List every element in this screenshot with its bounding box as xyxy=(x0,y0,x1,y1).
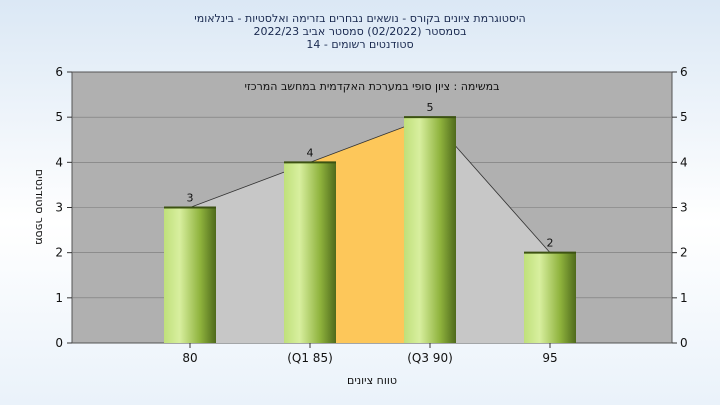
x-axis-ticks: 80 (Q1 85) (Q3 90) 95 xyxy=(182,343,558,365)
y-tick-label: 1 xyxy=(55,291,63,305)
data-label: 3 xyxy=(187,192,194,205)
data-label: 4 xyxy=(307,146,314,159)
chart-title-line-2: בסמסטר (02/2022) סמסטר אביב 2022/23 xyxy=(253,25,466,38)
y-tick-label: 4 xyxy=(55,155,63,169)
x-tick-label: (Q1 85) xyxy=(287,351,333,365)
y-tick-label: 6 xyxy=(680,65,688,79)
area-interquartile xyxy=(310,117,430,344)
y-axis-left-ticks: 0 1 2 3 4 5 6 xyxy=(55,65,72,350)
y-tick-label: 3 xyxy=(55,201,63,215)
y-tick-label: 0 xyxy=(680,336,688,350)
data-label: 2 xyxy=(547,237,554,250)
distribution-area xyxy=(189,116,551,344)
x-axis-label: טווח ציונים xyxy=(347,374,397,387)
y-tick-label: 4 xyxy=(680,155,688,169)
y-tick-label: 0 xyxy=(55,336,63,350)
area-outline xyxy=(189,116,551,253)
bar xyxy=(284,162,336,343)
chart-annotation: במשימה : ציון סופי במערכת האקדמית במחשב … xyxy=(245,80,500,93)
y-axis-right-ticks: 0 1 2 3 4 5 6 xyxy=(672,65,688,350)
bar xyxy=(164,207,216,343)
y-tick-label: 5 xyxy=(680,110,688,124)
x-tick-label: 80 xyxy=(182,351,197,365)
bar xyxy=(524,252,576,343)
chart-title: היסטוגרמת ציונים בקורס - נושאים נבחרים ב… xyxy=(194,12,525,51)
chart-title-line-1: היסטוגרמת ציונים בקורס - נושאים נבחרים ב… xyxy=(194,12,525,25)
data-labels: 3 4 5 2 xyxy=(187,101,554,250)
y-tick-label: 6 xyxy=(55,65,63,79)
x-tick-label: (Q3 90) xyxy=(407,351,453,365)
y-tick-label: 2 xyxy=(680,246,688,260)
bar xyxy=(404,117,456,344)
y-tick-label: 5 xyxy=(55,110,63,124)
data-label: 5 xyxy=(427,101,434,114)
y-tick-label: 3 xyxy=(680,201,688,215)
y-tick-label: 2 xyxy=(55,246,63,260)
x-tick-label: 95 xyxy=(542,351,557,365)
bars xyxy=(164,116,576,344)
chart-title-line-3: סטודנטים רשומים - 14 xyxy=(306,38,413,51)
y-axis-label: מספר סטודנטים xyxy=(33,169,46,245)
y-tick-label: 1 xyxy=(680,291,688,305)
